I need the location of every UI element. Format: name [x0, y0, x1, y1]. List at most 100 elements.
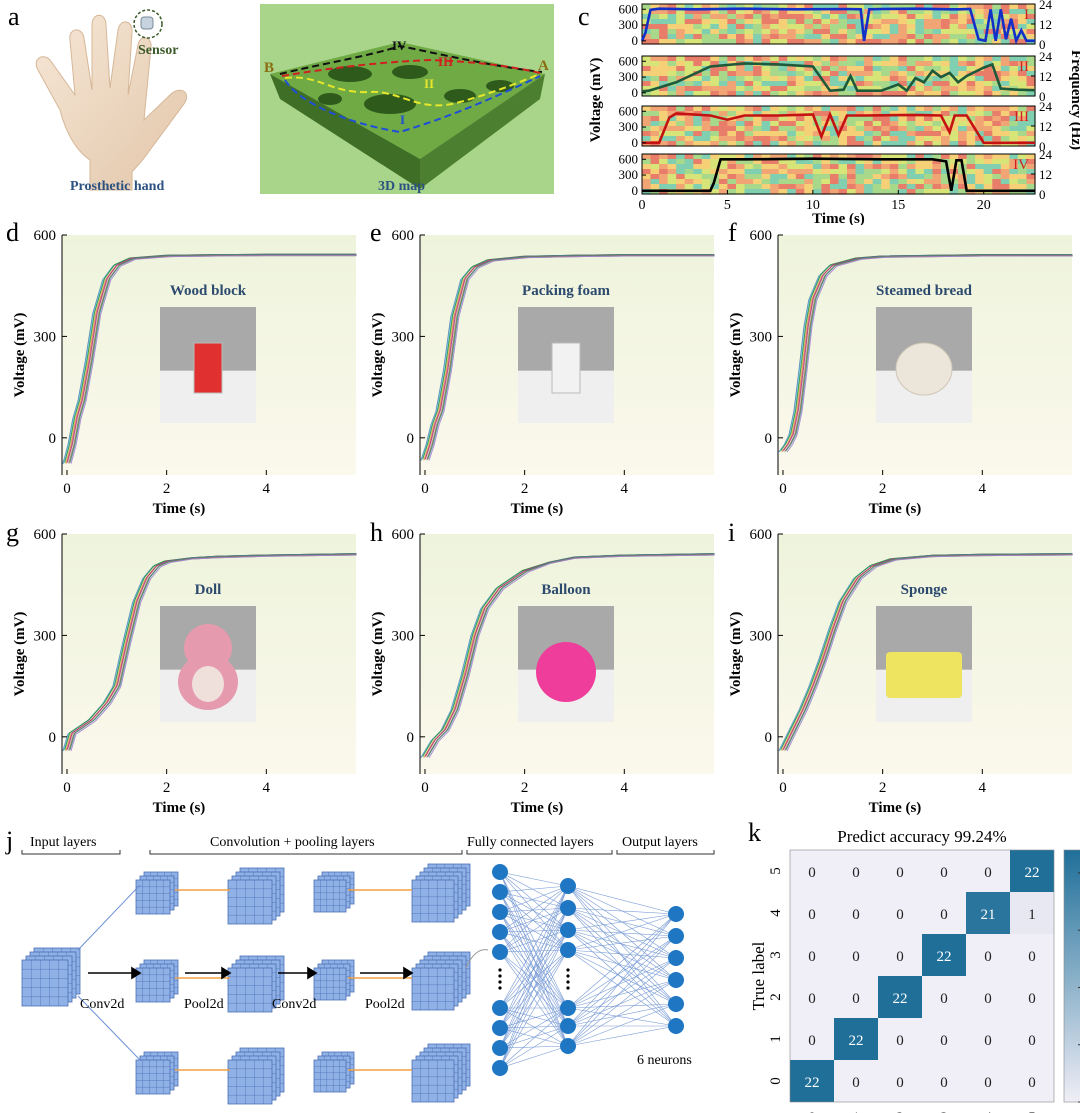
spectrogram-cell	[821, 71, 831, 77]
spectrogram-cell	[992, 61, 1002, 67]
spectrogram-cell	[667, 179, 677, 185]
y-tick-label: 300	[619, 119, 639, 134]
spectrogram-cell	[812, 24, 822, 30]
spectrogram-cell	[906, 24, 916, 30]
spectrogram-cell	[889, 106, 899, 112]
spectrogram-cell	[667, 61, 677, 67]
x-tick-label: 5	[1028, 1110, 1036, 1113]
x-axis-label: Time (s)	[869, 800, 922, 816]
spectrogram-cell	[830, 164, 840, 170]
spectrogram-cell	[966, 154, 976, 160]
map-caption: 3D map	[378, 179, 425, 194]
y-axis-label: Voltage (mV)	[370, 313, 386, 398]
spectrogram-cell	[804, 154, 814, 160]
spectrogram-cell	[1026, 154, 1036, 160]
spectrogram-cell	[761, 106, 771, 112]
fc-edge	[499, 1007, 569, 1027]
fc2-neuron	[560, 922, 576, 938]
spectrogram-cell	[1017, 19, 1027, 25]
matrix-cell-value: 1	[1028, 907, 1036, 923]
spectrogram-cell	[958, 86, 968, 92]
spectrogram-cell	[1000, 116, 1010, 122]
spectrogram-cell	[659, 19, 669, 25]
path-iii-line	[281, 58, 541, 77]
x-tick-label: 4	[621, 780, 629, 796]
object-image	[192, 666, 224, 702]
spectrogram-cell	[1009, 76, 1019, 82]
spectrogram-cell	[1026, 91, 1036, 97]
spectrogram-cell	[744, 141, 754, 147]
spectrogram-cell	[992, 91, 1002, 97]
spectrogram-cell	[898, 34, 908, 40]
spectrogram-cell	[684, 19, 694, 25]
fc-edge	[567, 929, 677, 981]
spectrogram-cell	[975, 121, 985, 127]
spectrogram-cell	[710, 169, 720, 175]
spectrogram-cell	[684, 14, 694, 20]
spectrogram-cell	[736, 121, 746, 127]
object-image	[551, 342, 581, 394]
spectrogram-cell	[855, 136, 865, 142]
spectrogram-cell	[966, 169, 976, 175]
y-tick-label: 300	[392, 628, 415, 644]
input-feature-map	[21, 959, 69, 1007]
spectrogram-cell	[693, 159, 703, 165]
spectrogram-cell	[949, 126, 959, 132]
spectrogram-cell	[693, 141, 703, 147]
spectrogram-cell	[718, 39, 728, 45]
spectrogram-cell	[804, 164, 814, 170]
spectrogram-cell	[830, 126, 840, 132]
spectrogram-cell	[906, 121, 916, 127]
spectrogram-cell	[992, 116, 1002, 122]
spectrogram-cell	[838, 29, 848, 35]
spectrogram-cell	[821, 61, 831, 67]
spectrogram-cell	[701, 184, 711, 190]
spectrogram-cell	[949, 184, 959, 190]
spectrogram-cell	[1026, 76, 1036, 82]
panel-letter-f: f	[728, 218, 737, 247]
spectrogram-cell	[667, 9, 677, 15]
spectrogram-cell	[642, 61, 652, 67]
spectrogram-cell	[787, 34, 797, 40]
spectrogram-cell	[676, 9, 686, 15]
spectrogram-cell	[864, 91, 874, 97]
spectrogram-cell	[1000, 56, 1010, 62]
spectrogram-cell	[1009, 174, 1019, 180]
spectrogram-cell	[701, 174, 711, 180]
fc-edge	[499, 871, 569, 887]
y-axis-label: True label	[750, 941, 768, 1010]
spectrogram-cell	[684, 34, 694, 40]
spectrogram-cell	[753, 136, 763, 142]
spectrogram-cell	[941, 61, 951, 67]
spectrogram-cell	[838, 71, 848, 77]
spectrogram-cell	[659, 34, 669, 40]
matrix-cell-value: 0	[896, 1075, 904, 1091]
spectrogram-cell	[966, 19, 976, 25]
spectrogram-cell	[718, 81, 728, 87]
spectrogram-cell	[718, 19, 728, 25]
spectrogram-cell	[864, 56, 874, 62]
spectrogram-cell	[642, 86, 652, 92]
matrix-cell-value: 0	[808, 1033, 816, 1049]
spectrogram-cell	[1017, 66, 1027, 72]
spectrogram-cell	[830, 184, 840, 190]
spectrogram-cell	[659, 141, 669, 147]
spectrogram-cell	[864, 164, 874, 170]
spectrogram-cell	[693, 19, 703, 25]
spectrogram-cell	[736, 91, 746, 97]
spectrogram-cell	[1017, 111, 1027, 117]
spectrogram-cell	[958, 189, 968, 195]
x-axis-label: Time (s)	[153, 800, 206, 816]
spectrogram-cell	[889, 76, 899, 82]
spectrogram-cell	[667, 141, 677, 147]
spectrogram-cell	[1009, 71, 1019, 77]
spectrogram-cell	[958, 34, 968, 40]
spectrogram-cell	[889, 39, 899, 45]
fc-edge	[567, 935, 677, 1027]
fc-edge	[567, 957, 677, 1027]
spectrogram-cell	[770, 91, 780, 97]
spectrogram-cell	[710, 71, 720, 77]
spectrogram-cell	[753, 86, 763, 92]
matrix-cell	[966, 850, 1010, 892]
spectrogram-cell	[650, 19, 660, 25]
